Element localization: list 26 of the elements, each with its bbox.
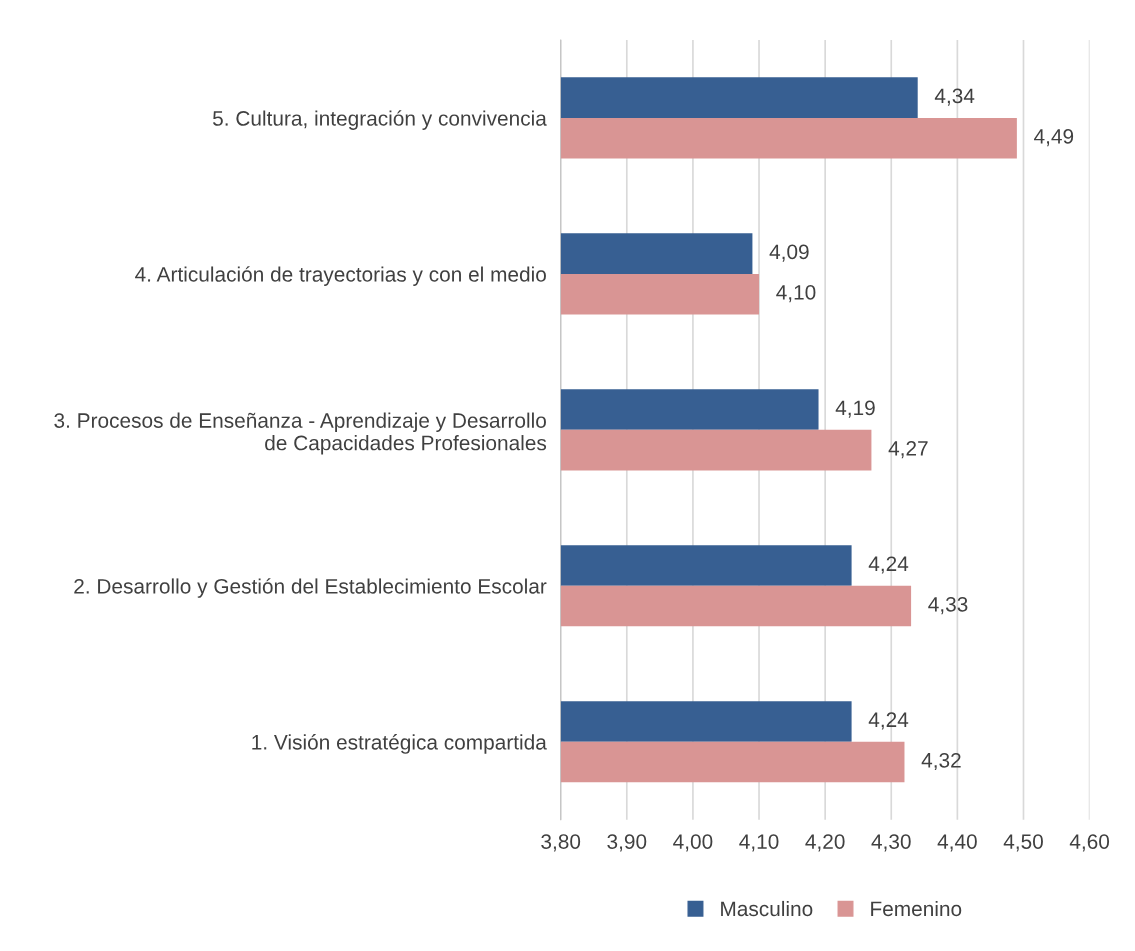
data-label: 4,49 <box>1034 129 1074 147</box>
data-label: 4,19 <box>835 400 875 418</box>
y-tick-label: 1. Visión estratégica compartida <box>252 734 547 754</box>
data-label: 4,10 <box>776 285 816 303</box>
x-tick-label: 3,80 <box>541 834 581 852</box>
x-tick-label: 4,50 <box>1003 834 1043 852</box>
x-tick-label: 4,30 <box>871 834 911 852</box>
x-tick-label: 4,20 <box>805 834 845 852</box>
y-tick-label: 4. Articulación de trayectorias y con el medio <box>135 266 546 286</box>
data-label: 4,33 <box>928 596 968 615</box>
x-tick-label: 3,90 <box>607 834 647 852</box>
y-tick-label: 5. Cultura, integración y convivencia <box>212 110 547 130</box>
legend-label: Masculino <box>721 900 813 917</box>
data-label: 4,24 <box>868 712 909 730</box>
data-label: 4,09 <box>769 244 809 262</box>
data-label: 4,32 <box>921 752 961 771</box>
x-tick-label: 4,00 <box>673 834 713 852</box>
x-tick-label: 4,10 <box>739 834 779 852</box>
y-tick-label: 2. Desarrollo y Gestión del Establecimiento Escolar <box>74 578 547 598</box>
y-tick-label: 3. Procesos de Enseñanza - Aprendizaje y Desarrollo de Capacidades Profesionales <box>54 412 547 455</box>
data-label: 4,34 <box>934 88 975 106</box>
x-tick-label: 4,60 <box>1069 834 1110 852</box>
data-label: 4,24 <box>868 556 909 574</box>
legend-label: Femenino <box>871 900 962 917</box>
data-label: 4,27 <box>888 440 928 459</box>
x-tick-label: 4,40 <box>937 834 977 852</box>
